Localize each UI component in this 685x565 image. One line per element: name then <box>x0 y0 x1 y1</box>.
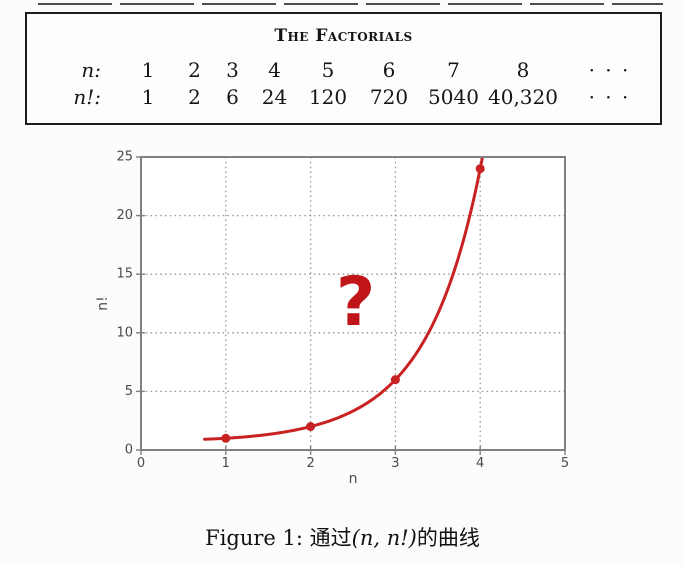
table-cell: 40,320 <box>488 85 558 109</box>
table-title: The Factorials <box>274 26 413 46</box>
table-cell: 2 <box>188 85 201 109</box>
table-cell: 24 <box>261 85 288 109</box>
table-cell: 2 <box>188 58 201 82</box>
gamma-curve <box>203 157 485 441</box>
caption-math: (n, n!) <box>351 526 417 550</box>
caption-prefix: Figure 1: 通过 <box>205 526 352 550</box>
table-cell: 120 <box>308 85 348 109</box>
x-axis-label: n <box>349 471 358 487</box>
table-cell: 6 <box>382 58 396 82</box>
table-cell: 7 <box>447 58 460 82</box>
figure-caption: Figure 1: 通过(n, n!)的曲线 <box>0 522 685 552</box>
row-label: n: <box>81 58 101 82</box>
x-tick-label: 3 <box>391 456 399 471</box>
question-mark-annotation: ? <box>336 263 375 342</box>
data-point <box>475 164 485 174</box>
y-tick-label: 10 <box>116 325 133 340</box>
table-cell: 3 <box>226 58 239 82</box>
x-tick-label: 0 <box>137 456 145 471</box>
row-label: n!: <box>73 85 101 109</box>
factorials-table: The Factorials n: 1 2 3 4 5 6 7 8 · · · n!: 1 2 6 24 12… <box>25 12 662 125</box>
plot-background <box>141 157 565 450</box>
table-cell: · · · <box>588 58 631 82</box>
table-row: n: 1 2 3 4 5 6 7 8 · · · <box>27 57 660 84</box>
scan-artifact-line <box>38 3 663 5</box>
data-point <box>221 433 231 443</box>
x-tick-label: 1 <box>222 456 230 471</box>
y-tick-label: 5 <box>125 384 133 399</box>
table-rows: n: 1 2 3 4 5 6 7 8 · · · n!: 1 2 6 24 120 720 5040 40,320 ·… <box>27 57 660 111</box>
y-tick-label: 25 <box>116 150 133 165</box>
x-tick-label: 4 <box>476 456 484 471</box>
table-cell: 8 <box>516 58 530 82</box>
table-cell: 5040 <box>428 85 479 109</box>
caption-suffix: 的曲线 <box>416 526 480 550</box>
table-cell: · · · <box>588 85 631 109</box>
table-cell: 5 <box>321 58 335 82</box>
y-axis-label: n! <box>95 296 111 311</box>
factorial-chart: ? 0 1 2 3 4 5 0 5 10 15 20 25 n n! <box>95 150 569 488</box>
y-tick-label: 20 <box>116 208 133 223</box>
table-cell: 6 <box>226 85 239 109</box>
table-row: n!: 1 2 6 24 120 720 5040 40,320 · · · <box>27 84 660 111</box>
y-tick-label: 0 <box>125 443 133 458</box>
x-tick-label: 2 <box>306 456 314 471</box>
table-cell: 1 <box>141 85 155 109</box>
x-tick-label: 5 <box>561 456 569 471</box>
data-point <box>306 422 316 432</box>
y-tick-label: 15 <box>116 267 133 282</box>
data-point <box>390 375 400 385</box>
table-cell: 4 <box>268 58 281 82</box>
plot-spines <box>140 156 566 451</box>
table-cell: 720 <box>369 85 409 109</box>
table-cell: 1 <box>141 58 155 82</box>
